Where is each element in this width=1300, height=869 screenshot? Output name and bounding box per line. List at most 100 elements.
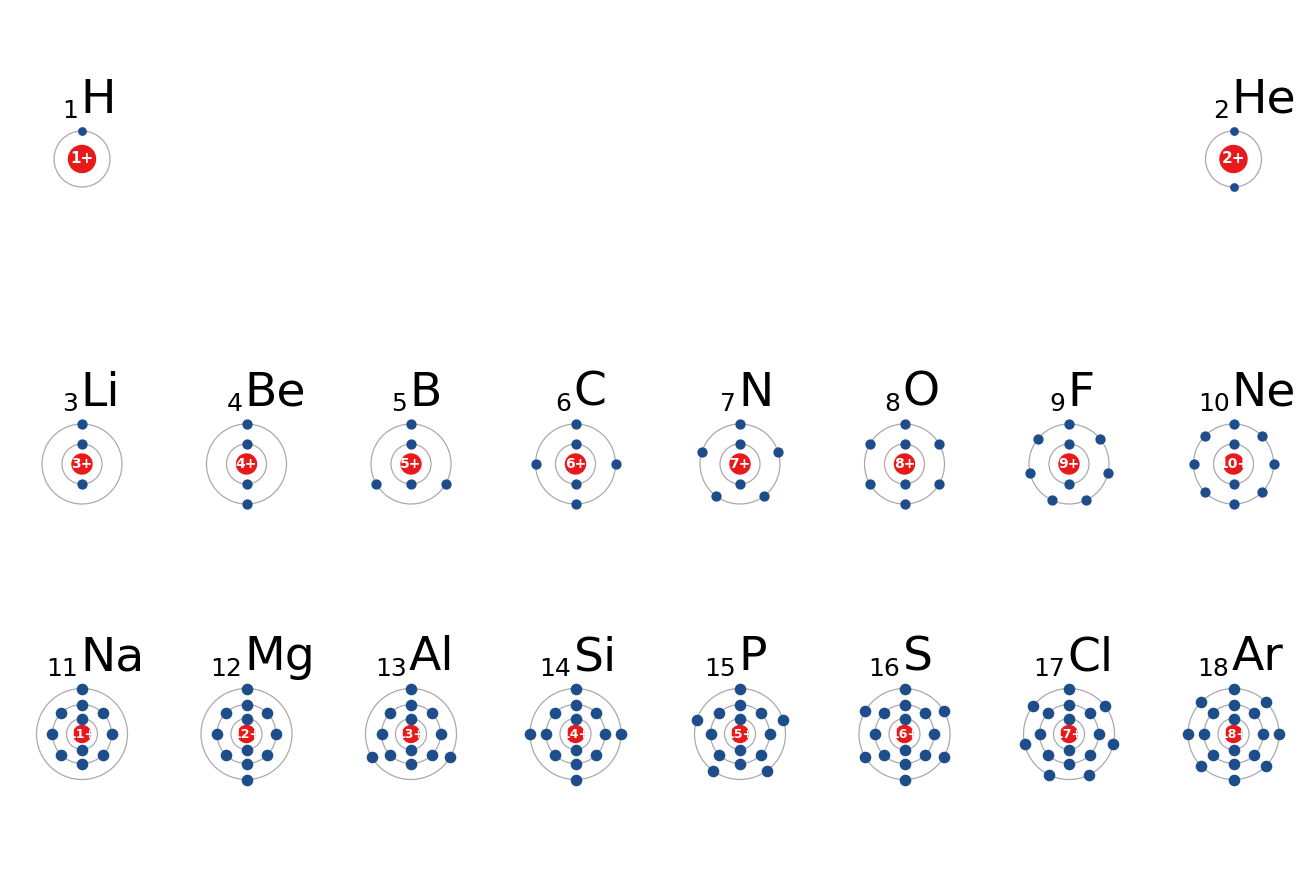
Text: Ne: Ne — [1231, 371, 1296, 416]
Point — [72, 712, 92, 726]
Point — [1195, 428, 1216, 442]
Text: S: S — [902, 635, 932, 680]
Text: 17+: 17+ — [1054, 727, 1083, 740]
Point — [692, 445, 712, 459]
Point — [611, 727, 632, 741]
Text: 7: 7 — [720, 392, 736, 416]
Circle shape — [237, 454, 256, 474]
Point — [1244, 706, 1265, 720]
Text: 2+: 2+ — [1222, 151, 1245, 167]
Point — [1095, 699, 1115, 713]
Point — [265, 727, 286, 741]
Point — [757, 764, 777, 778]
Text: 6: 6 — [555, 392, 572, 416]
Text: 4+: 4+ — [235, 457, 257, 471]
Point — [1027, 432, 1048, 446]
Point — [759, 727, 780, 741]
Point — [586, 748, 607, 762]
Point — [767, 445, 788, 459]
Point — [1019, 466, 1040, 480]
Point — [72, 477, 92, 491]
Point — [1223, 757, 1244, 771]
Circle shape — [1061, 726, 1078, 742]
Point — [566, 773, 586, 786]
Point — [729, 417, 750, 431]
Point — [1089, 432, 1110, 446]
Point — [1223, 698, 1244, 712]
Point — [1178, 727, 1199, 741]
Point — [928, 437, 949, 451]
Point — [525, 457, 546, 471]
Point — [400, 417, 421, 431]
Point — [729, 712, 750, 726]
Text: 14+: 14+ — [562, 727, 590, 740]
Point — [1058, 437, 1079, 451]
Point — [237, 712, 257, 726]
Point — [708, 706, 729, 720]
Point — [706, 489, 727, 503]
Point — [854, 704, 875, 718]
Point — [1037, 706, 1058, 720]
Point — [566, 757, 586, 771]
Point — [1264, 457, 1284, 471]
Text: Ar: Ar — [1231, 635, 1283, 680]
Point — [566, 497, 586, 511]
Circle shape — [732, 726, 749, 742]
Point — [566, 681, 586, 695]
Point — [729, 698, 750, 712]
Circle shape — [567, 726, 584, 742]
Point — [400, 437, 421, 451]
Point — [400, 712, 421, 726]
Point — [701, 727, 722, 741]
Point — [72, 681, 92, 695]
Circle shape — [403, 726, 420, 742]
Circle shape — [896, 726, 913, 742]
Point — [1058, 417, 1079, 431]
Point — [72, 437, 92, 451]
Point — [894, 417, 915, 431]
Point — [370, 727, 391, 741]
Point — [933, 704, 954, 718]
Point — [72, 417, 92, 431]
Point — [367, 477, 387, 491]
Point — [42, 727, 62, 741]
Point — [933, 750, 954, 764]
Point — [859, 437, 880, 451]
Point — [400, 757, 421, 771]
Point — [1223, 124, 1244, 138]
Point — [874, 706, 894, 720]
Text: 1+: 1+ — [70, 151, 94, 167]
Point — [520, 727, 541, 741]
Text: 18: 18 — [1197, 656, 1230, 680]
Point — [750, 706, 771, 720]
Text: F: F — [1067, 371, 1095, 416]
Point — [915, 706, 936, 720]
Point — [864, 727, 885, 741]
Point — [72, 698, 92, 712]
Point — [421, 706, 442, 720]
Text: B: B — [410, 371, 442, 416]
Point — [894, 757, 915, 771]
Point — [237, 698, 257, 712]
Point — [854, 750, 875, 764]
Point — [1256, 760, 1277, 773]
Text: 10: 10 — [1197, 392, 1230, 416]
Point — [923, 727, 944, 741]
Text: 9: 9 — [1049, 392, 1065, 416]
Point — [928, 477, 949, 491]
Text: P: P — [738, 635, 767, 680]
Point — [1088, 727, 1109, 741]
Point — [430, 727, 451, 741]
Point — [237, 497, 257, 511]
Point — [1058, 757, 1079, 771]
Text: 18+: 18+ — [1219, 727, 1248, 740]
Circle shape — [1060, 454, 1079, 474]
Point — [1223, 417, 1244, 431]
Point — [237, 773, 257, 786]
Circle shape — [1219, 145, 1247, 173]
Point — [1039, 768, 1060, 782]
Point — [566, 698, 586, 712]
Point — [72, 124, 92, 138]
Point — [1097, 466, 1118, 480]
Point — [1223, 437, 1244, 451]
